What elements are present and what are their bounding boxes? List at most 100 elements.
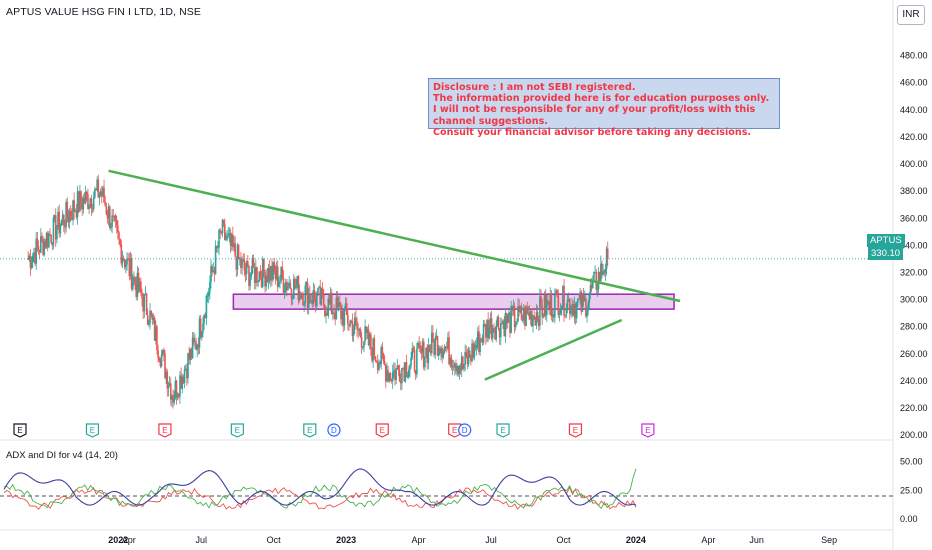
candle-body [75,210,78,218]
candle [418,336,420,352]
candle [80,190,82,210]
candle-body [328,298,331,304]
candle-body [279,280,281,283]
candle [98,191,101,206]
price-tick-label: 300.00 [900,295,928,305]
candle [45,231,48,249]
candle-body [121,257,124,264]
candle-body [514,324,517,328]
candle-body [465,351,468,357]
candle-body [339,302,341,306]
candle-body [578,298,580,300]
candle [189,348,192,365]
candle-body [152,317,155,321]
candle-body [189,348,192,360]
price-tick-label: 340.00 [900,240,928,250]
candle-body [136,272,139,298]
currency-button[interactable]: INR [897,5,925,25]
candle [151,312,154,326]
candle-body [317,288,319,296]
candle [375,360,378,363]
candle-body [480,338,483,340]
candle-body [186,368,188,379]
candle [241,256,243,276]
candle-body [284,282,287,291]
candle [46,230,49,252]
candle-body [496,317,499,326]
candle [156,324,158,355]
candle-body [194,341,196,343]
candle [176,392,179,401]
di-plus-line [4,468,637,510]
date-tick-label: Apr [701,535,715,545]
candle-body [312,290,315,305]
candle-body [127,258,129,260]
candle-body [28,255,31,260]
candle [215,245,218,253]
candle-body [45,233,48,248]
price-tick-label: 280.00 [900,322,928,332]
candle [549,287,552,316]
candle [110,222,112,232]
candle-body [146,315,149,325]
candle [183,365,186,389]
candle [475,337,478,356]
candle-body [206,295,209,297]
candle-body [119,238,121,245]
candle [115,215,118,234]
candle-body [97,179,100,198]
candle [144,285,147,296]
candle [86,190,88,201]
candle-body [588,294,591,303]
candle [539,288,541,331]
candle-body [272,262,274,280]
candle [276,260,279,292]
candle [528,304,531,320]
candle-body [77,191,80,212]
marker-label: E [452,426,457,435]
candle-body [364,326,366,342]
candle [106,209,109,224]
candle-body [129,258,132,277]
candle-body [125,264,127,268]
candle [374,356,377,363]
candle [52,214,55,250]
candle-body [411,348,414,358]
candle-body [519,306,522,313]
candle [319,279,322,306]
candle-body [44,240,47,248]
candle-body [81,203,83,210]
candle-body [180,375,182,389]
candle-body [431,332,433,354]
candle [166,369,169,397]
candle-body [217,247,219,249]
candle [460,352,463,377]
candle-body [406,376,409,378]
candle-body [261,258,264,287]
candle-body [408,369,410,377]
candle [503,315,506,337]
candle [509,311,511,338]
candle-body [452,366,455,368]
candle [130,253,133,291]
candle [97,174,100,198]
candle [311,292,313,309]
candle-body [555,290,557,295]
candle [221,218,224,238]
candle [286,279,288,297]
candle [227,226,230,239]
candle [541,298,543,325]
candle [114,213,117,228]
candle-body [252,257,255,268]
candle [416,342,418,379]
candle-body [117,225,119,233]
candle-body [229,233,232,246]
candle [242,253,244,263]
candle-body [222,219,225,225]
candle [244,263,247,282]
indicator-tick-label: 50.00 [900,457,923,467]
candle [179,371,181,404]
candle-body [233,243,235,248]
candle [75,204,78,220]
